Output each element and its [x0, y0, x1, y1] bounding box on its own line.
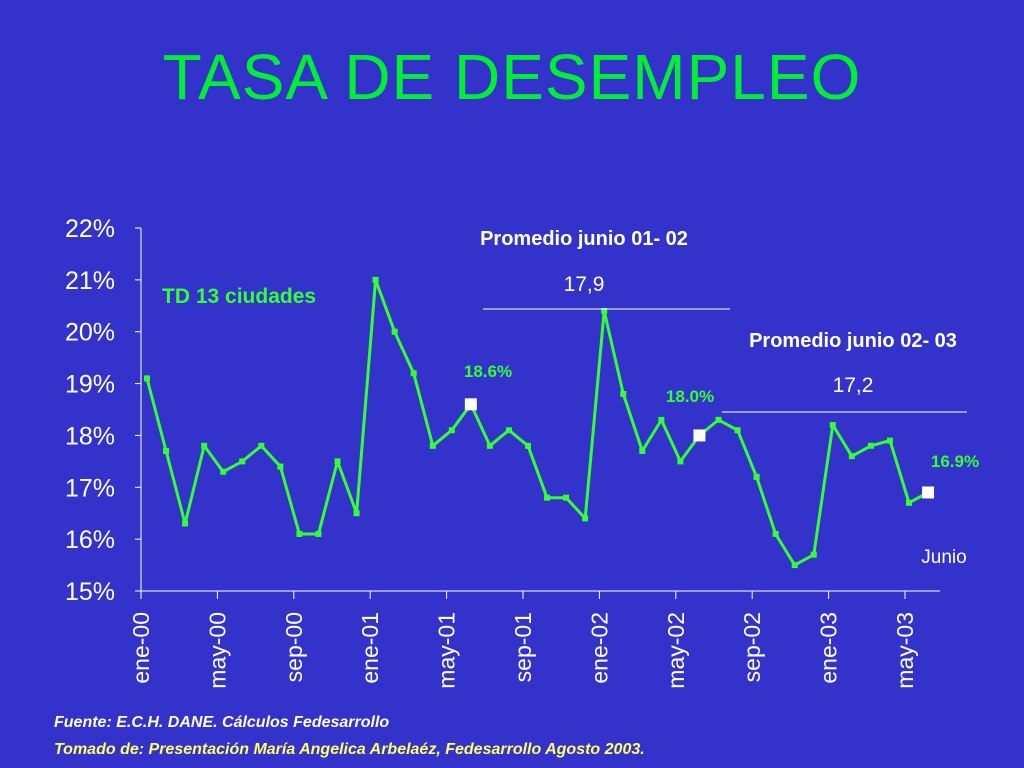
x-tick-label: ene-02 — [586, 612, 612, 684]
highlight-point — [693, 429, 706, 442]
data-point — [315, 530, 322, 537]
data-point — [296, 530, 303, 537]
data-point — [867, 442, 874, 449]
data-point — [563, 494, 570, 501]
source-note: Fuente: E.C.H. DANE. Cálculos Fedesarrol… — [54, 714, 390, 731]
x-tick-label: ene-01 — [357, 612, 383, 684]
data-point — [829, 422, 836, 429]
average-value: 17,2 — [833, 374, 874, 397]
data-point — [544, 494, 551, 501]
data-point — [658, 416, 665, 423]
x-tick-label: sep-00 — [281, 612, 307, 682]
data-point — [791, 562, 798, 569]
data-point — [220, 468, 227, 475]
data-point — [715, 416, 722, 423]
page-title: TASA DE DESEMPLEO — [162, 41, 862, 113]
data-point — [239, 458, 246, 465]
data-point — [486, 442, 493, 449]
data-point — [601, 307, 608, 314]
highlight-label: 18.0% — [666, 387, 714, 406]
x-tick-label: may-03 — [892, 612, 918, 689]
data-point — [410, 370, 417, 377]
highlight-point — [922, 486, 935, 499]
x-tick-label: may-01 — [434, 612, 460, 689]
data-point — [353, 510, 360, 517]
y-tick-label: 21% — [65, 267, 115, 295]
y-tick-label: 18% — [65, 422, 115, 450]
x-tick-label: may-02 — [663, 612, 689, 689]
average-label: Promedio junio 01- 02 — [480, 228, 688, 250]
data-point — [429, 442, 436, 449]
data-point — [734, 427, 741, 434]
y-tick-label: 16% — [65, 526, 115, 554]
y-tick-label: 19% — [65, 371, 115, 399]
data-point — [620, 390, 627, 397]
data-point — [201, 442, 208, 449]
end-label: Junio — [921, 547, 966, 568]
x-tick-label: may-00 — [204, 612, 230, 689]
data-point — [772, 530, 779, 537]
y-tick-label: 15% — [65, 578, 115, 606]
highlight-label: 16.9% — [931, 452, 979, 471]
data-point — [163, 447, 170, 454]
average-value: 17,9 — [564, 273, 605, 296]
series-line — [145, 278, 929, 567]
data-point — [753, 473, 760, 480]
credit-note: Tomado de: Presentación María Angelica A… — [54, 741, 645, 758]
data-point — [144, 375, 150, 382]
series-label: TD 13 ciudades — [162, 285, 316, 308]
data-point — [334, 458, 341, 465]
data-point — [391, 328, 398, 335]
data-point — [258, 442, 265, 449]
data-point — [810, 551, 817, 558]
x-tick-label: sep-01 — [510, 612, 536, 682]
data-point — [277, 463, 284, 470]
data-point — [372, 276, 379, 283]
data-point — [906, 499, 912, 506]
y-tick-label: 17% — [65, 474, 115, 502]
data-point — [505, 427, 512, 434]
data-point — [582, 515, 589, 522]
data-point — [886, 437, 893, 444]
data-point — [525, 442, 531, 449]
data-point — [848, 453, 855, 460]
x-tick-label: ene-00 — [128, 612, 154, 684]
data-point — [677, 458, 684, 465]
data-point — [182, 520, 189, 527]
highlight-label: 18.6% — [464, 362, 512, 381]
data-point — [448, 427, 455, 434]
x-tick-label: sep-02 — [739, 612, 765, 682]
data-point — [639, 447, 646, 454]
y-tick-label: 20% — [65, 319, 115, 347]
y-tick-label: 22% — [65, 215, 115, 243]
highlight-point — [464, 398, 477, 411]
average-label: Promedio junio 02- 03 — [749, 330, 957, 352]
x-tick-label: ene-03 — [816, 612, 842, 684]
